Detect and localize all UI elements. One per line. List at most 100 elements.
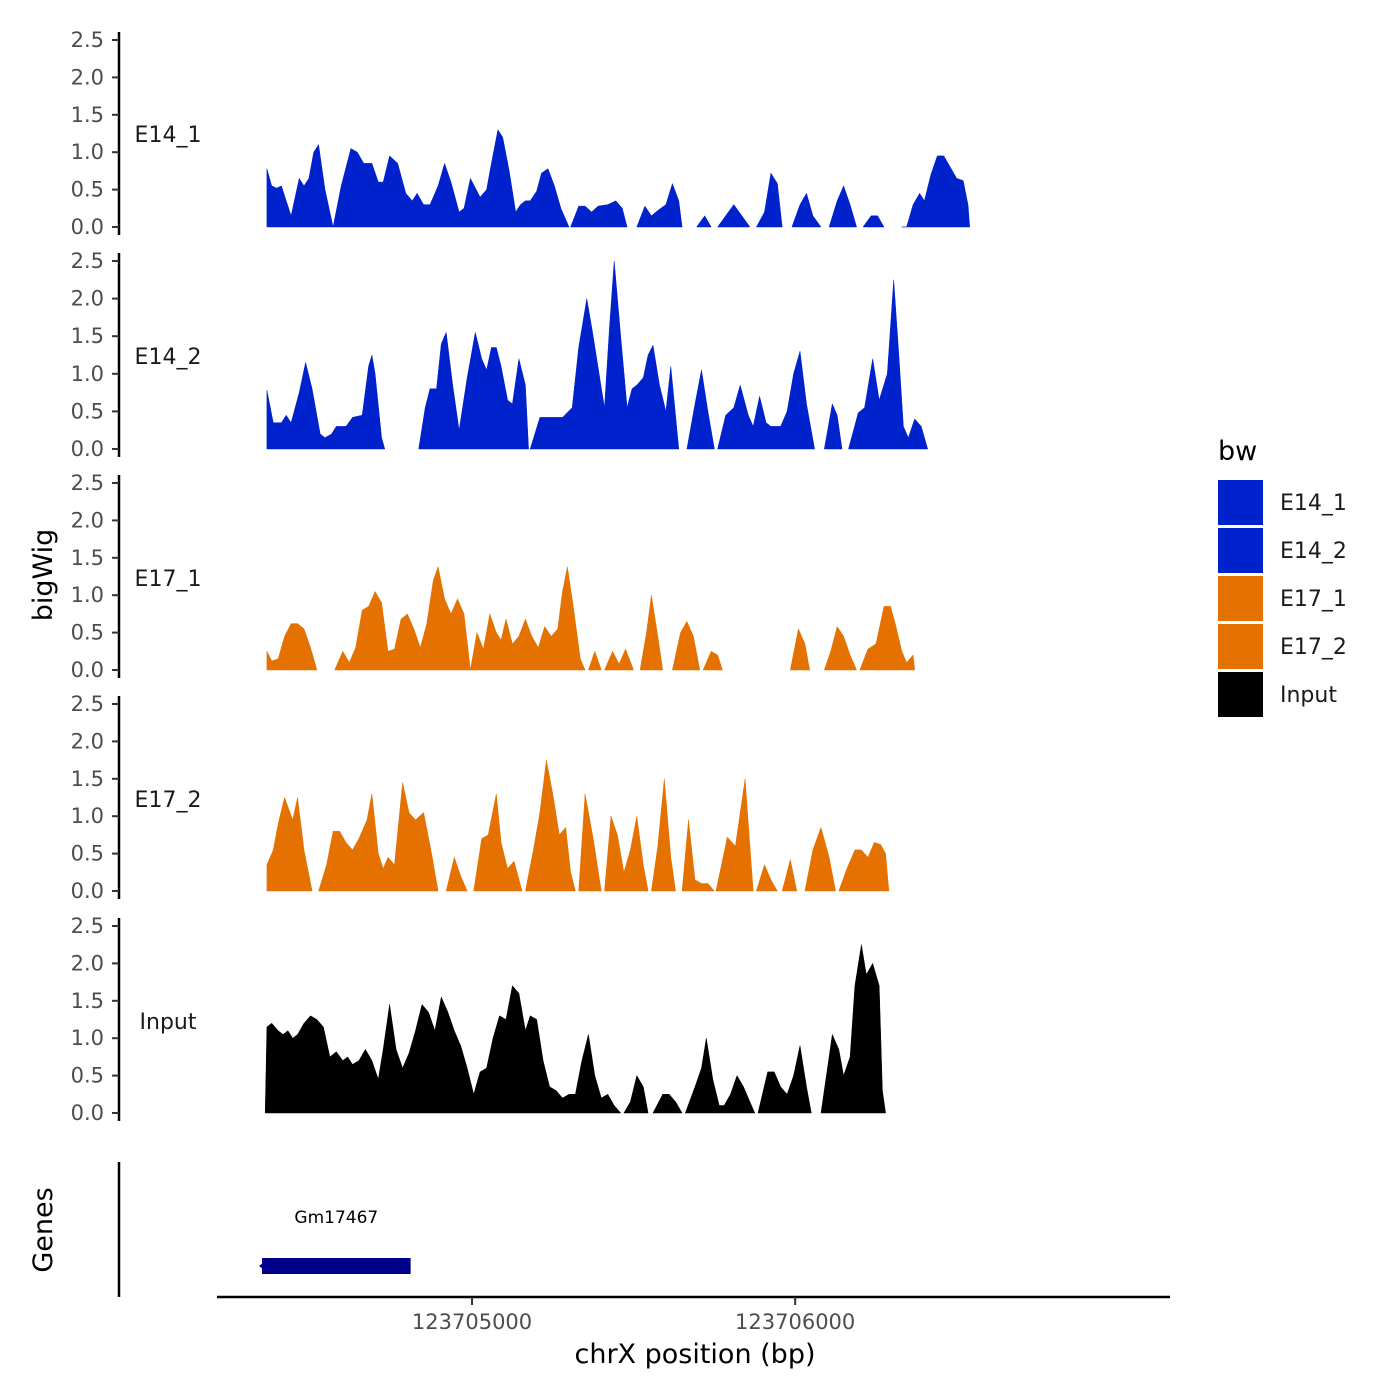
y-tick-label: 1.0 bbox=[71, 804, 104, 828]
track-input: 0.0 0.5 1.0 1.5 2.0 2.5 Input bbox=[71, 914, 886, 1125]
coverage-area bbox=[686, 369, 715, 450]
y-tick-label: 0.5 bbox=[71, 399, 104, 423]
track-e17_1: 0.0 0.5 1.0 1.5 2.0 2.5 E17_1 bbox=[71, 471, 915, 682]
legend-item-e17_1: E17_1 bbox=[1218, 576, 1347, 621]
y-tick-label: 0.5 bbox=[71, 842, 104, 866]
y-tick-label: 2.0 bbox=[71, 951, 104, 975]
y-tick-label: 2.5 bbox=[71, 914, 104, 938]
legend-swatch bbox=[1218, 624, 1263, 669]
coverage-area bbox=[318, 782, 439, 892]
legend-label: E17_2 bbox=[1280, 635, 1347, 660]
legend-item-input: Input bbox=[1218, 672, 1337, 717]
y-tick-label: 2.0 bbox=[71, 65, 104, 89]
coverage-area bbox=[791, 192, 822, 228]
gene-label: Gm17467 bbox=[294, 1208, 378, 1228]
legend-item-e14_2: E14_2 bbox=[1218, 528, 1347, 573]
coverage-area bbox=[525, 760, 576, 892]
legend-item-e14_1: E14_1 bbox=[1218, 480, 1347, 525]
coverage-area bbox=[755, 172, 783, 228]
legend-swatch bbox=[1218, 576, 1263, 621]
y-tick-label: 1.0 bbox=[71, 1026, 104, 1050]
coverage-area bbox=[470, 566, 586, 671]
y-tick-label: 0.5 bbox=[71, 1064, 104, 1088]
coverage-area bbox=[578, 793, 602, 892]
track-label: E14_2 bbox=[135, 345, 202, 370]
y-axis-title: bigWig bbox=[28, 529, 59, 622]
coverage-area bbox=[717, 351, 815, 450]
y-tick-label: 0.5 bbox=[71, 178, 104, 202]
y-tick-label: 2.0 bbox=[71, 729, 104, 753]
legend-label: E14_1 bbox=[1280, 491, 1347, 516]
coverage-area bbox=[266, 129, 570, 228]
y-tick-label: 2.0 bbox=[71, 508, 104, 532]
y-tick-label: 2.5 bbox=[71, 471, 104, 495]
coverage-area bbox=[445, 856, 468, 892]
y-tick-label: 1.5 bbox=[71, 324, 104, 348]
track-e17_2: 0.0 0.5 1.0 1.5 2.0 2.5 E17_2 bbox=[71, 692, 890, 903]
y-tick-label: 2.5 bbox=[71, 249, 104, 273]
y-tick-label: 1.0 bbox=[71, 362, 104, 386]
legend-label: Input bbox=[1280, 683, 1337, 708]
coverage-area bbox=[702, 650, 723, 671]
coverage-area bbox=[266, 354, 386, 450]
coverage-area bbox=[789, 628, 810, 671]
coverage-area bbox=[820, 944, 886, 1114]
coverage-area bbox=[418, 331, 529, 450]
gene-strand-arrow bbox=[259, 1259, 269, 1273]
coverage-area bbox=[623, 1074, 649, 1114]
coverage-area bbox=[639, 595, 663, 671]
y-tick-label: 0.0 bbox=[71, 1101, 104, 1125]
legend-title: bw bbox=[1218, 436, 1257, 467]
x-tick-label: 123705000 bbox=[412, 1310, 532, 1334]
coverage-area bbox=[266, 623, 318, 671]
coverage-area bbox=[570, 200, 628, 228]
coverage-area bbox=[266, 796, 313, 892]
coverage-area bbox=[604, 648, 634, 671]
legend-item-e17_2: E17_2 bbox=[1218, 624, 1347, 669]
genes-title: Genes bbox=[28, 1187, 59, 1272]
coverage-area bbox=[862, 215, 885, 228]
coverage-area bbox=[604, 816, 649, 892]
legend-label: E17_1 bbox=[1280, 587, 1347, 612]
y-tick-label: 0.0 bbox=[71, 879, 104, 903]
y-tick-label: 0.5 bbox=[71, 621, 104, 645]
y-tick-label: 1.5 bbox=[71, 546, 104, 570]
y-tick-label: 0.0 bbox=[71, 437, 104, 461]
track-label: E17_1 bbox=[135, 567, 202, 592]
coverage-area bbox=[848, 279, 929, 450]
coverage-area bbox=[651, 778, 676, 892]
coverage-area bbox=[652, 1094, 683, 1114]
coverage-area bbox=[859, 606, 915, 671]
y-tick-label: 1.5 bbox=[71, 103, 104, 127]
track-label: E14_1 bbox=[135, 123, 202, 148]
coverage-area bbox=[757, 1045, 812, 1114]
legend-label: E14_2 bbox=[1280, 539, 1347, 564]
legend-swatch bbox=[1218, 480, 1263, 525]
track-label: E17_2 bbox=[135, 788, 202, 813]
coverage-area bbox=[636, 182, 683, 228]
track-label: Input bbox=[140, 1010, 197, 1035]
coverage-area bbox=[264, 985, 622, 1114]
coverage-area bbox=[717, 204, 751, 228]
y-tick-label: 0.0 bbox=[71, 215, 104, 239]
coverage-area bbox=[824, 403, 843, 450]
x-axis-title: chrX position (bp) bbox=[574, 1339, 815, 1370]
coverage-area bbox=[696, 215, 712, 228]
y-tick-label: 1.5 bbox=[71, 767, 104, 791]
gene-body bbox=[262, 1258, 411, 1274]
coverage-area bbox=[781, 859, 798, 892]
coverage-area bbox=[828, 185, 857, 228]
track-e14_1: 0.0 0.5 1.0 1.5 2.0 2.5 E14_1 bbox=[71, 28, 970, 239]
legend-swatch bbox=[1218, 672, 1263, 717]
coverage-area bbox=[529, 260, 680, 450]
coverage-area bbox=[588, 650, 602, 671]
y-tick-label: 1.0 bbox=[71, 583, 104, 607]
coverage-area bbox=[684, 1038, 756, 1114]
coverage-area bbox=[756, 864, 778, 892]
y-tick-label: 1.0 bbox=[71, 140, 104, 164]
coverage-area bbox=[334, 565, 471, 671]
y-tick-label: 0.0 bbox=[71, 658, 104, 682]
coverage-area bbox=[681, 819, 715, 892]
legend-swatch bbox=[1218, 528, 1263, 573]
